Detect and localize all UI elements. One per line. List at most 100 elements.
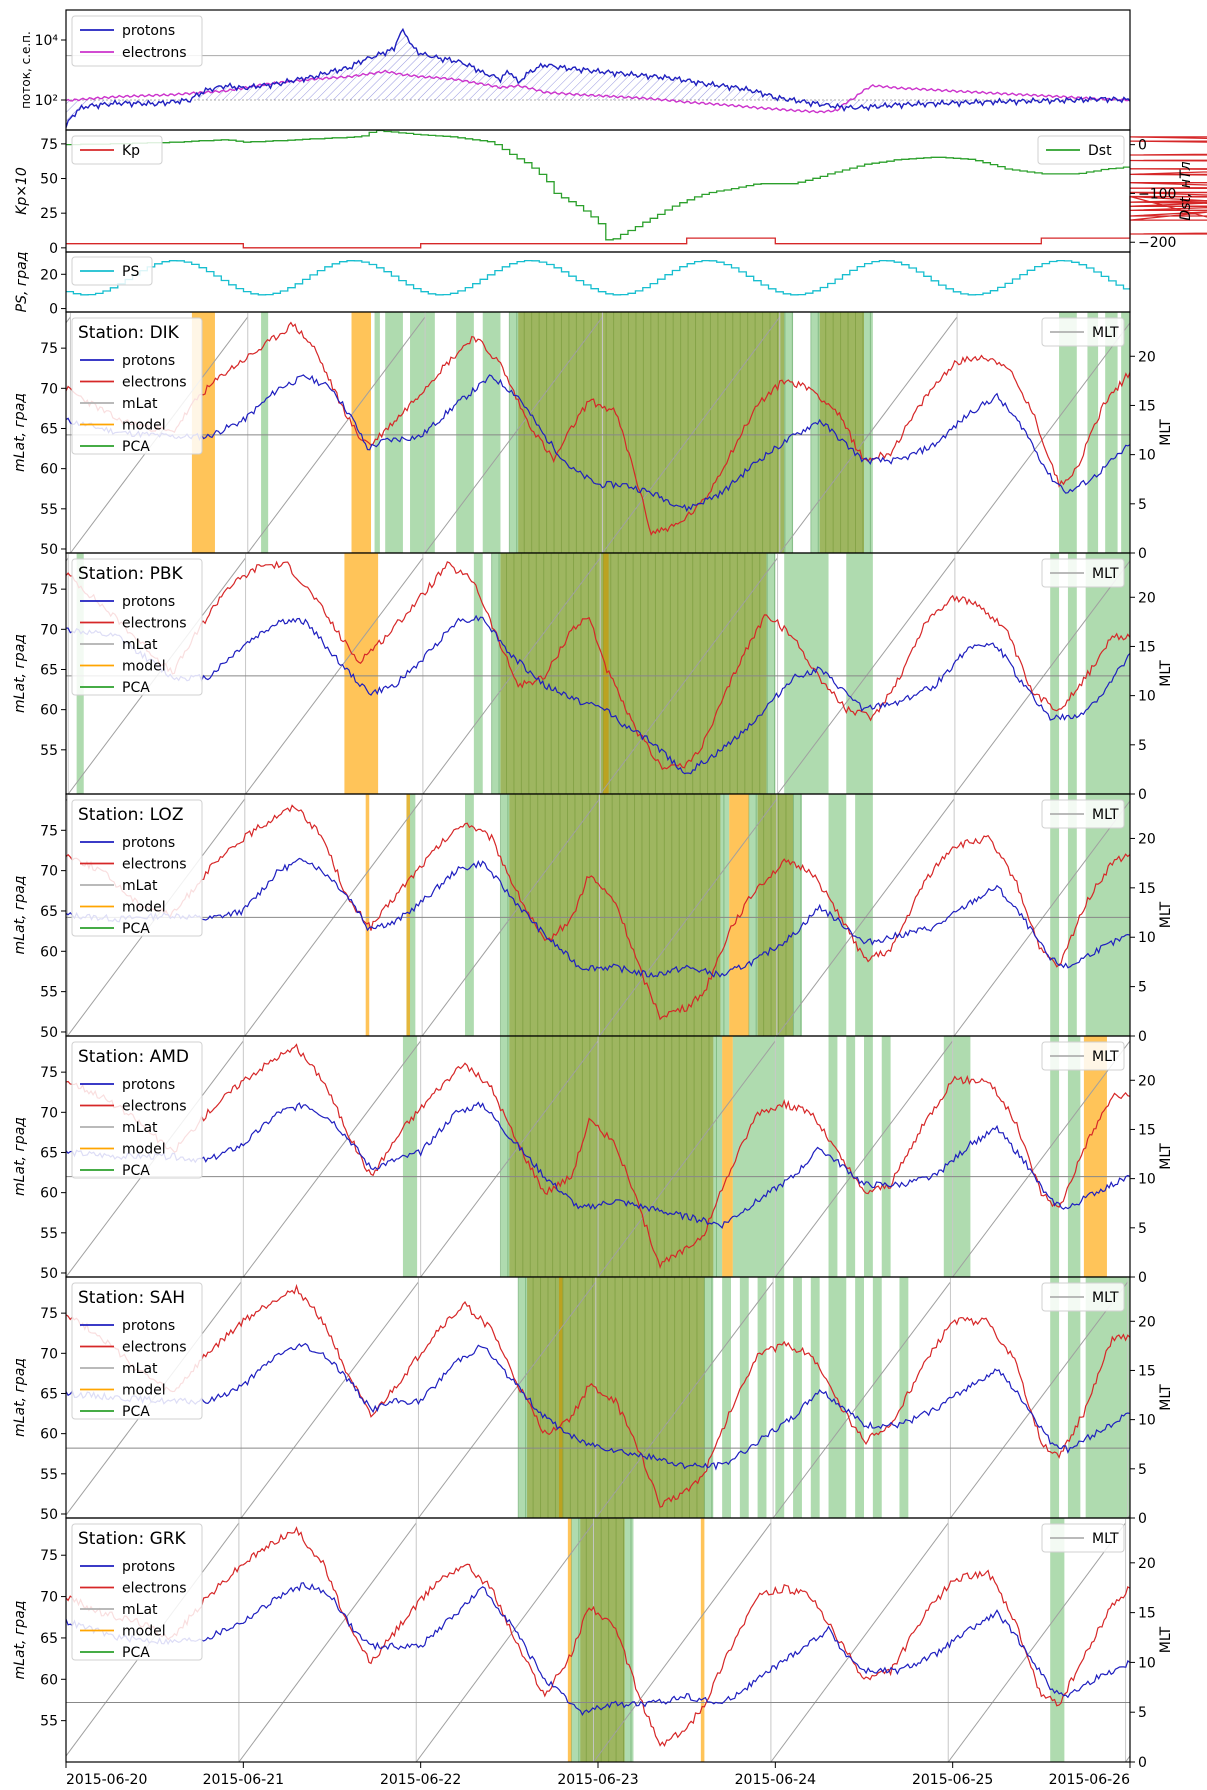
x-tick-label: 2015-06-21	[203, 1772, 284, 1788]
pca-band	[775, 1277, 785, 1518]
pca-band	[757, 1277, 767, 1518]
station-legend-label: model	[122, 1624, 166, 1640]
indices-frame	[65, 129, 1131, 253]
station-legend-label: PCA	[122, 1404, 150, 1420]
station-legend-label: protons	[122, 1077, 175, 1093]
pca-band	[810, 1277, 820, 1518]
mlat-y-tick-label: 60	[40, 703, 58, 719]
protons-line	[66, 1342, 1130, 1471]
mlat-y-title: mLat, град	[12, 1117, 28, 1196]
station-legend-label: PCA	[122, 921, 150, 937]
protons-line	[66, 614, 1130, 775]
pca-band	[500, 1036, 723, 1277]
mlt-y-tick-label: 20	[1138, 1073, 1156, 1089]
kp-y-tick-label: 75	[40, 137, 58, 153]
mlt-legend-label: MLT	[1092, 566, 1119, 582]
mlat-y-tick-label: 50	[40, 1266, 58, 1282]
mlat-y-tick-label: 50	[40, 1507, 58, 1523]
mlt-y-tick-label: 10	[1138, 1413, 1156, 1429]
station-plot-area	[66, 1036, 1130, 1277]
mlt-y-tick-label: 0	[1138, 546, 1147, 562]
pca-band	[846, 553, 873, 794]
ps-y-tick-label: 20	[40, 267, 58, 283]
station-legend-label: protons	[122, 353, 175, 369]
station-legend-label: model	[122, 900, 166, 916]
station-legend-label: mLat	[122, 396, 158, 412]
mlt-y-tick-label: 10	[1138, 1655, 1156, 1671]
mlt-line	[770, 1522, 949, 1762]
mlt-y-tick-label: 15	[1138, 639, 1156, 655]
mlat-y-tick-label: 60	[40, 944, 58, 960]
kp-y-tick-label: 50	[40, 172, 58, 188]
model-pca-overlap	[509, 1036, 714, 1277]
mlat-y-tick-label: 55	[40, 1714, 58, 1730]
mlt-line	[593, 1522, 772, 1762]
station-plot-area	[66, 312, 1130, 553]
station-legend-label: mLat	[122, 1120, 158, 1136]
mlat-y-tick-label: 55	[40, 743, 58, 759]
pca-band	[500, 794, 730, 1036]
pca-band	[1087, 312, 1099, 553]
model-band	[365, 794, 370, 1036]
pca-band	[881, 1036, 891, 1277]
station-title: Station: LOZ	[78, 805, 183, 825]
station-legend-label: electrons	[122, 375, 186, 391]
pca-band	[855, 794, 873, 1036]
mlat-y-tick-label: 65	[40, 1386, 58, 1402]
pca-band	[1067, 1036, 1081, 1277]
model-band	[558, 1277, 563, 1518]
dst-y-tick-label: −200	[1138, 235, 1176, 251]
mlat-y-tick-label: 60	[40, 462, 58, 478]
mlat-y-title: mLat, град	[12, 1601, 28, 1680]
pca-band	[864, 1036, 873, 1277]
station-legend-label: electrons	[122, 1340, 186, 1356]
model-pca-overlap	[500, 553, 767, 794]
model-band	[1083, 1036, 1107, 1277]
mlat-y-tick-label: 65	[40, 1631, 58, 1647]
mlt-line	[772, 1281, 951, 1518]
mlat-y-tick-label: 75	[40, 823, 58, 839]
mlt-line	[240, 1281, 419, 1518]
model-band	[722, 1036, 733, 1277]
pca-band	[261, 312, 269, 553]
mlt-y-tick-label: 10	[1138, 448, 1156, 464]
pca-band	[1067, 1277, 1081, 1518]
mlat-y-title: mLat, град	[12, 876, 28, 955]
mlt-legend-label: MLT	[1092, 1049, 1119, 1065]
electrons-line	[66, 1283, 1130, 1508]
ps-y-title: PS, град	[14, 252, 30, 313]
station-panel-loz: 50 55 60 65 70 75 0 5 10 15 20 mLat, град MLT Station…	[12, 793, 1174, 1045]
pca-band	[1085, 1277, 1130, 1518]
pca-band	[410, 312, 435, 553]
model-band	[344, 553, 379, 794]
mlt-line	[242, 1040, 422, 1277]
station-title: Station: GRK	[78, 1529, 187, 1549]
mlt-legend-label: MLT	[1092, 325, 1119, 341]
pca-band	[491, 553, 776, 794]
ps-y-tick-label: 0	[49, 302, 58, 318]
station-title: Station: DIK	[78, 323, 180, 343]
mlt-line	[418, 1281, 597, 1518]
mlt-y-tick-label: 0	[1138, 1755, 1147, 1771]
x-tick-label: 2015-06-25	[912, 1772, 993, 1788]
station-legend-frame	[71, 558, 203, 696]
electrons-line	[66, 321, 1130, 536]
mlat-y-tick-label: 75	[40, 341, 58, 357]
kp-legend-label: Kp	[122, 143, 140, 159]
station-legend-label: mLat	[122, 1361, 158, 1377]
station-plot-area	[66, 794, 1130, 1036]
indices-panel: 0 25 50 75 0 −100 −200 Kр×10 Dst, нТл Kp Dst	[14, 129, 1207, 257]
mlat-y-tick-label: 70	[40, 1590, 58, 1606]
x-axis: 2015-06-20 2015-06-21 2015-06-22 2015-06-23…	[65, 1762, 1131, 1788]
kp-legend-frame	[71, 135, 163, 165]
pca-band	[899, 1277, 909, 1518]
pca-band	[482, 312, 501, 553]
mlt-y-tick-label: 10	[1138, 689, 1156, 705]
mlt-y-title: MLT	[1158, 1384, 1174, 1411]
flux-y-title: поток, с.е.п.	[19, 31, 33, 109]
kp-y-tick-label: 0	[49, 241, 58, 257]
mlt-line	[952, 1040, 1130, 1277]
x-tick-label: 2015-06-20	[66, 1772, 147, 1788]
model-pca-overlap	[509, 794, 721, 1036]
model-pca-overlap	[518, 312, 785, 553]
